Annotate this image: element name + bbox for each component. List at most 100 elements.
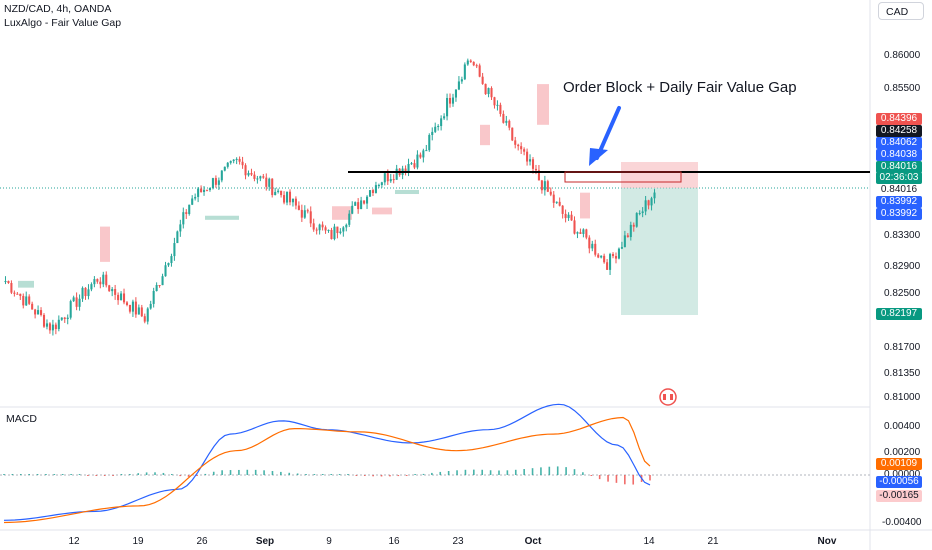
candle [214, 175, 217, 188]
candle [31, 301, 34, 310]
histogram-bar [565, 467, 567, 475]
order-block-box[interactable] [564, 171, 682, 183]
histogram-bar [615, 475, 618, 483]
candle [431, 127, 434, 141]
histogram-bar [11, 474, 14, 475]
candle [40, 307, 43, 317]
candle [217, 177, 220, 190]
candle [617, 247, 620, 260]
histogram-bar [632, 475, 635, 485]
candle [42, 313, 46, 328]
candle [247, 170, 250, 177]
histogram-bar [145, 472, 148, 475]
candle [383, 173, 386, 186]
candle [552, 191, 555, 208]
countdown-tag: 02:36:03 [876, 172, 922, 184]
price-tick: 0.86000 [884, 50, 921, 61]
candle [51, 319, 54, 336]
time-tick: 23 [452, 536, 464, 547]
candle [484, 83, 487, 95]
candle [315, 227, 318, 235]
time-tick: 19 [132, 536, 144, 547]
candle [620, 241, 623, 250]
candle [122, 288, 126, 305]
histogram-bar [87, 475, 89, 476]
candle [579, 228, 582, 234]
candle [567, 212, 570, 221]
candle [419, 152, 422, 159]
histogram-bar [422, 473, 425, 475]
candle [377, 183, 380, 188]
candle [339, 228, 342, 235]
candle [309, 206, 312, 228]
candle [25, 291, 28, 306]
macd-tick: -0.00400 [882, 517, 922, 528]
candle [653, 189, 656, 204]
price-tick: 0.85500 [884, 83, 921, 94]
candle [611, 252, 615, 259]
candle [416, 150, 419, 170]
candle [155, 282, 158, 292]
histogram-bar [372, 475, 374, 477]
candle [140, 304, 143, 318]
histogram-bar [397, 475, 400, 477]
candle [594, 239, 597, 257]
macd-value-tag: -0.00056 [876, 476, 922, 488]
candle [443, 113, 446, 120]
event-marker-icon[interactable] [659, 388, 677, 406]
candle [60, 317, 63, 321]
candle [650, 196, 653, 211]
candle [22, 293, 25, 309]
candle [191, 195, 194, 206]
candle [312, 218, 315, 232]
candle [434, 122, 437, 134]
candle [285, 191, 289, 206]
annotation-arrow[interactable] [589, 106, 621, 166]
histogram-bar [330, 474, 332, 475]
time-tick: 16 [388, 536, 400, 547]
histogram-bar [338, 474, 341, 475]
currency-button[interactable]: CAD [878, 2, 924, 20]
histogram-bar [112, 475, 114, 476]
short-position-tool[interactable] [621, 162, 698, 315]
histogram-bar [36, 474, 39, 475]
candle [13, 290, 16, 297]
candle [632, 222, 635, 232]
candle [371, 188, 375, 197]
histogram-bar [305, 474, 307, 475]
histogram-bar [456, 470, 458, 475]
macd-histogram [3, 466, 651, 485]
annotation-text[interactable]: Order Block + Daily Fair Value Gap [563, 79, 797, 96]
histogram-bar [540, 467, 542, 475]
candle [529, 154, 532, 166]
candle [457, 76, 460, 91]
histogram-bar [154, 472, 156, 475]
candle [638, 210, 641, 216]
fair-value-gap-zone [537, 84, 549, 125]
candle [374, 181, 377, 194]
candle [531, 157, 535, 174]
candle [490, 86, 493, 101]
histogram-bar [196, 475, 198, 476]
histogram-bar [95, 475, 98, 476]
candle [149, 300, 152, 310]
candle [366, 195, 369, 209]
macd-title: MACD [6, 413, 37, 425]
candle [45, 319, 49, 330]
candle [48, 322, 51, 334]
candle [96, 278, 99, 284]
stop-loss-zone [621, 162, 698, 188]
fair-value-gap-zone [18, 280, 34, 288]
candle [28, 294, 31, 306]
fair-value-gap-zone [480, 124, 490, 146]
candle [342, 226, 345, 237]
histogram-bar [204, 473, 207, 475]
candle [448, 93, 452, 108]
candle [229, 160, 232, 165]
histogram-bar [607, 475, 609, 482]
candle [250, 168, 253, 177]
candle [205, 189, 209, 192]
histogram-bar [531, 468, 534, 475]
candle [469, 59, 472, 63]
